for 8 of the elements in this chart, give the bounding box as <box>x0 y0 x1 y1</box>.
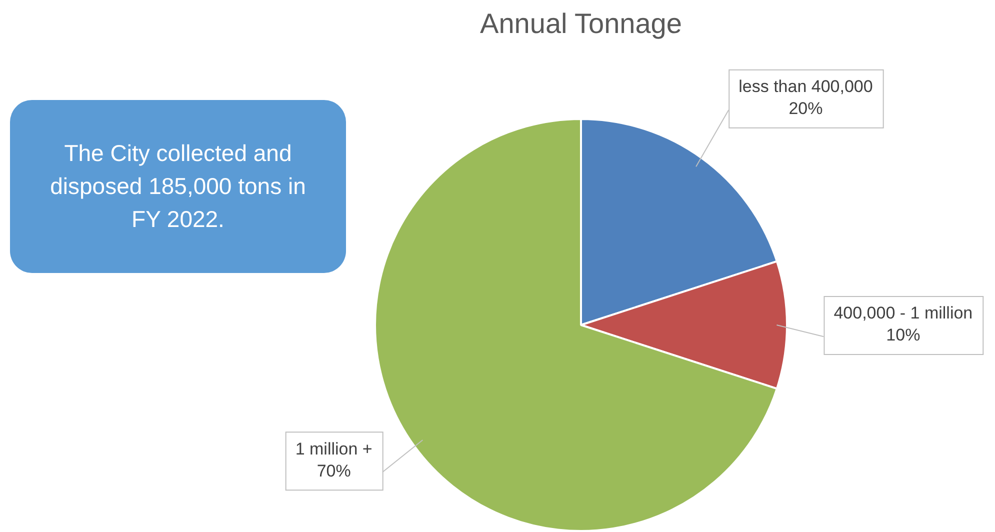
data-label: 70% <box>316 461 351 480</box>
slice-label: 1 million + <box>295 439 372 458</box>
slice-label: less than 400,000 <box>738 77 873 96</box>
data-label: 20% <box>788 99 823 118</box>
text: The City collected and disposed 185,000 tons in FY 2022. <box>10 100 346 273</box>
data-label: 10% <box>886 326 920 345</box>
slice-label: 400,000 - 1 million <box>834 304 973 323</box>
chart-title: Annual Tonnage <box>479 8 683 40</box>
